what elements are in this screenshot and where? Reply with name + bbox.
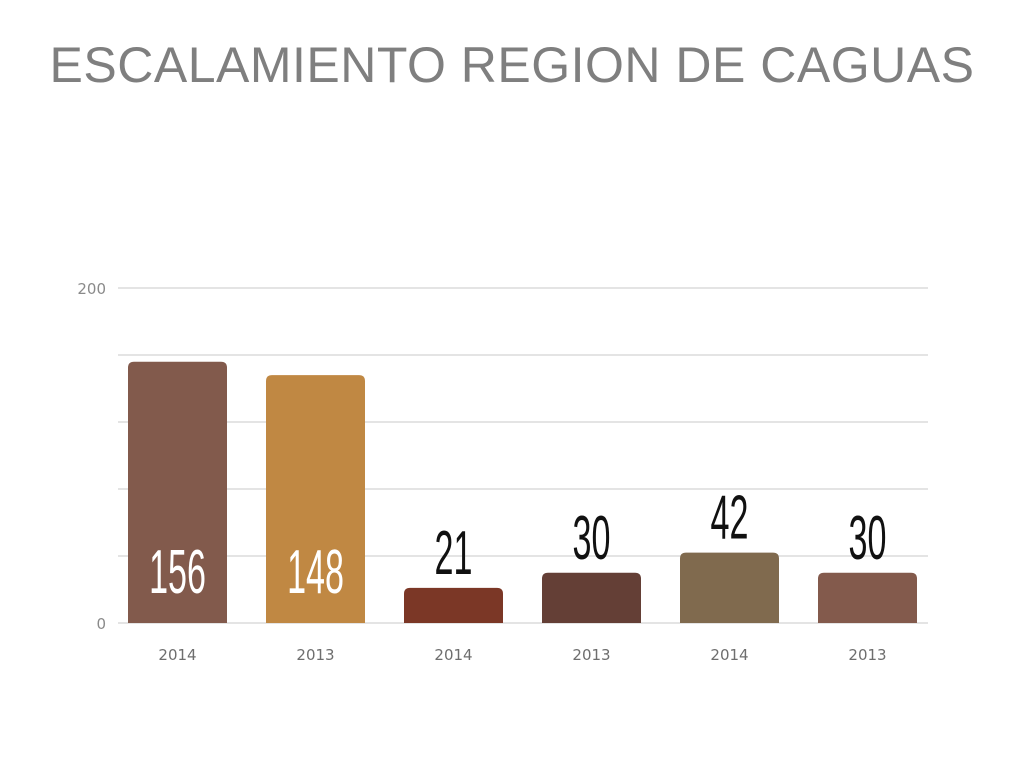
x-tick-label: 2013 [848, 646, 886, 664]
x-tick-label: 2013 [572, 646, 610, 664]
x-tick-label: 2014 [158, 646, 196, 664]
data-label: 21 [435, 518, 473, 587]
data-label: 156 [149, 537, 206, 606]
y-tick-label: 0 [96, 615, 106, 633]
x-tick-label: 2014 [710, 646, 748, 664]
data-label: 42 [711, 483, 749, 552]
data-label: 30 [849, 503, 887, 572]
bar [266, 375, 365, 623]
data-label: 148 [287, 537, 344, 606]
data-label: 30 [573, 503, 611, 572]
bar [404, 587, 503, 623]
bar [680, 552, 779, 623]
chart-title: ESCALAMIENTO REGION DE CAGUAS [49, 37, 975, 93]
bar [542, 572, 641, 623]
x-tick-label: 2014 [434, 646, 472, 664]
x-tick-label: 2013 [296, 646, 334, 664]
bar [818, 572, 917, 623]
y-tick-label: 200 [77, 280, 106, 298]
bar [128, 361, 227, 623]
